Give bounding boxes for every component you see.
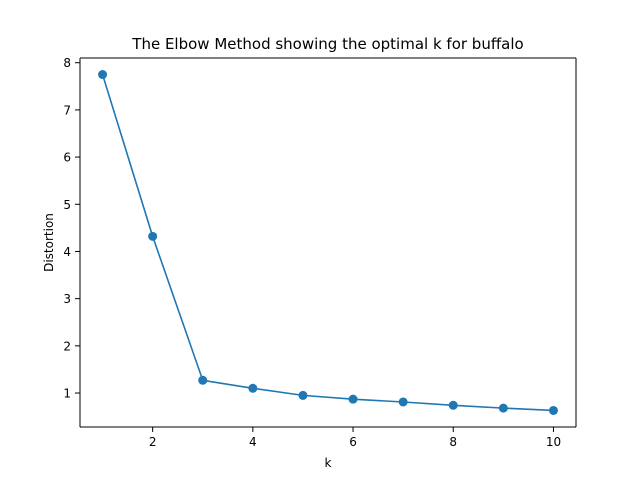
data-point-k6 <box>348 394 358 404</box>
data-point-k4 <box>248 383 258 393</box>
chart-title: The Elbow Method showing the optimal k f… <box>131 35 523 53</box>
series-layer <box>98 70 558 415</box>
series-line <box>101 73 555 412</box>
y-axis: 1 2 3 4 5 6 7 8 <box>63 56 80 401</box>
data-point-k3 <box>198 375 208 385</box>
plot-area <box>80 58 576 427</box>
data-point-k9 <box>498 403 508 413</box>
plot-frame <box>80 58 576 427</box>
y-tick-label: 3 <box>63 292 71 306</box>
x-tick-label: 8 <box>449 435 457 449</box>
data-point-k5 <box>298 390 308 400</box>
x-tick-label: 2 <box>149 435 157 449</box>
data-point-k7 <box>398 397 408 407</box>
x-tick-label: 6 <box>349 435 357 449</box>
x-tick-label: 4 <box>249 435 257 449</box>
data-point-k10 <box>548 405 558 415</box>
plot-border <box>79 57 577 428</box>
y-tick-label: 4 <box>63 245 71 259</box>
data-point-k2 <box>148 231 158 241</box>
x-tick-label: 10 <box>546 435 561 449</box>
data-point-k1 <box>98 70 108 80</box>
x-axis: 2 4 6 8 10 <box>149 427 561 449</box>
y-tick-label: 5 <box>63 198 71 212</box>
y-axis-label: Distortion <box>42 213 56 272</box>
x-axis-label: k <box>325 456 332 470</box>
y-tick-label: 8 <box>63 56 71 70</box>
y-tick-label: 6 <box>63 151 71 165</box>
y-tick-label: 7 <box>63 103 71 117</box>
y-tick-label: 1 <box>63 387 71 401</box>
y-tick-label: 2 <box>63 339 71 353</box>
data-point-k8 <box>448 400 458 410</box>
